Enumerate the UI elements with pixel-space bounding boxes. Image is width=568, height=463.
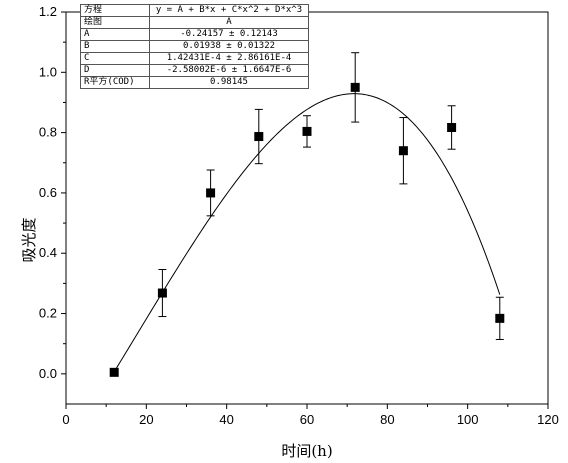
data-point	[302, 126, 312, 136]
fit-table-key: A	[80, 28, 150, 41]
fit-table-row: 方程 y = A + B*x + C*x^2 + D*x^3	[80, 4, 309, 17]
fit-table-row: 绘图 A	[80, 16, 309, 29]
fit-curve	[113, 93, 501, 372]
y-tick-label: 0.2	[39, 306, 57, 321]
data-point-layer	[109, 82, 505, 377]
fit-table-key: D	[80, 64, 150, 77]
y-tick-label: 1.0	[39, 64, 57, 79]
data-point	[495, 313, 505, 323]
x-tick-label: 0	[62, 412, 69, 427]
x-tick-label: 20	[139, 412, 153, 427]
fit-curve-layer	[113, 93, 501, 372]
fit-table-value: 1.42431E-4 ± 2.86161E-4	[149, 52, 309, 65]
y-tick-label: 0.0	[39, 366, 57, 381]
y-tick-label: 1.2	[39, 4, 57, 19]
fit-table-row: A -0.24157 ± 0.12143	[80, 28, 309, 41]
fit-table-key: B	[80, 40, 150, 53]
fit-table-key: R平方(COD)	[80, 76, 150, 89]
fit-table-value: y = A + B*x + C*x^2 + D*x^3	[149, 4, 309, 17]
fit-table-key: 方程	[80, 4, 150, 17]
data-point	[109, 367, 119, 377]
fit-table-row: R平方(COD) 0.98145	[80, 76, 309, 89]
data-point	[398, 146, 408, 156]
fit-table-value: -2.58002E-6 ± 1.6647E-6	[149, 64, 309, 77]
y-tick-label: 0.6	[39, 185, 57, 200]
data-point	[157, 288, 167, 298]
fit-table-value: -0.24157 ± 0.12143	[149, 28, 309, 41]
x-tick-label: 40	[219, 412, 233, 427]
fit-parameter-table: 方程 y = A + B*x + C*x^2 + D*x^3 绘图 A A -0.2415…	[80, 4, 309, 89]
x-tick-label: 100	[457, 412, 479, 427]
data-point	[254, 132, 264, 142]
data-point	[350, 82, 360, 92]
y-axis-title: 吸光度	[20, 217, 38, 262]
x-axis-title: 时间(h)	[281, 442, 332, 460]
fit-table-row: B 0.01938 ± 0.01322	[80, 40, 309, 53]
fit-table-value: A	[149, 16, 309, 29]
fit-table-value: 0.01938 ± 0.01322	[149, 40, 309, 53]
data-point	[447, 122, 457, 132]
data-point	[206, 188, 216, 198]
y-tick-label: 0.4	[39, 245, 57, 260]
tick-label-layer: 0 20 40 60 80 100 120 0.0 0.2 0.4 0.6 0.8 1.0 1.2	[39, 4, 559, 427]
x-tick-label: 60	[300, 412, 314, 427]
fit-table-key: C	[80, 52, 150, 65]
fit-table-row: D -2.58002E-6 ± 1.6647E-6	[80, 64, 309, 77]
x-tick-label: 120	[537, 412, 559, 427]
y-tick-label: 0.8	[39, 125, 57, 140]
x-tick-label: 80	[380, 412, 394, 427]
fit-table-value: 0.98145	[149, 76, 309, 89]
fit-table-row: C 1.42431E-4 ± 2.86161E-4	[80, 52, 309, 65]
fit-table-key: 绘图	[80, 16, 150, 29]
